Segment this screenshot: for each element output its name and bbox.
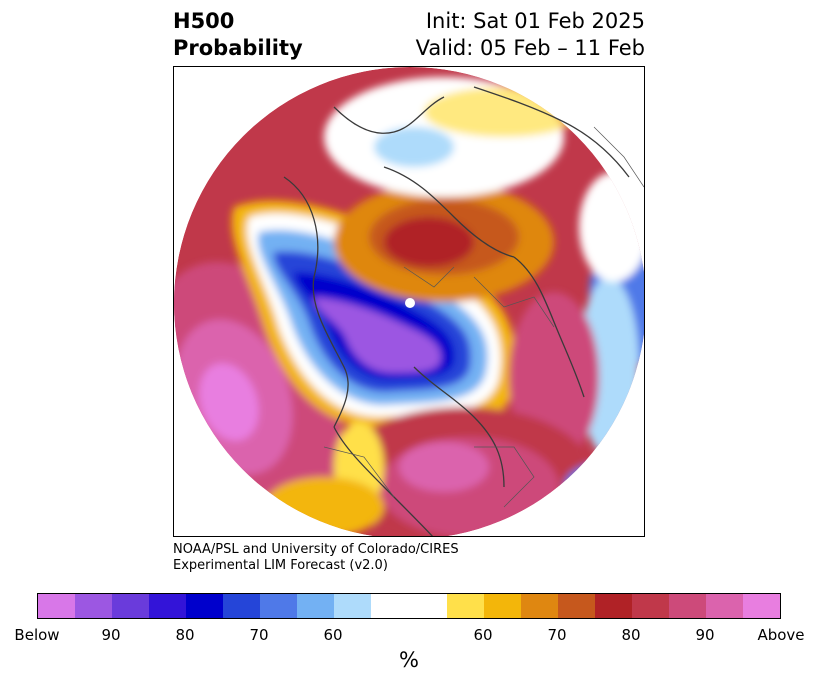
colorbar-segment <box>297 594 334 618</box>
north-lightblue <box>374 127 454 167</box>
colorbar-segment <box>334 594 371 618</box>
title-right: Init: Sat 01 Feb 2025 Valid: 05 Feb – 11… <box>416 8 645 62</box>
credit-line-2: Experimental LIM Forecast (v2.0) <box>173 558 388 573</box>
colorbar-ticks: Below 90 80 70 60 60 70 80 90 Above <box>0 626 819 646</box>
colorbar-tick-label: 60 <box>473 626 493 644</box>
title-metric: Probability <box>173 36 303 60</box>
north-yellow <box>424 87 584 137</box>
colorbar-segment <box>669 594 706 618</box>
colorbar-tick-label: 90 <box>695 626 715 644</box>
coastlines <box>283 86 630 536</box>
colorbar-segment <box>632 594 669 618</box>
colorbar-tick-label: Above <box>757 626 805 644</box>
trough-purple <box>314 297 441 373</box>
colorbar-segment <box>447 594 484 618</box>
colorbar-segment <box>112 594 149 618</box>
colorbar-segment <box>743 594 780 618</box>
colorbar-segment <box>371 594 447 618</box>
colorbar-segment <box>558 594 595 618</box>
se-blue <box>564 462 644 512</box>
colorbar-tick-label: 80 <box>621 626 641 644</box>
colorbar-tick-label: 70 <box>547 626 567 644</box>
colorbar-segment <box>260 594 297 618</box>
pacific-high-core <box>199 363 259 441</box>
probability-map <box>174 67 644 536</box>
colorbar-segment <box>521 594 558 618</box>
colorbar-tick-label: Below <box>14 626 60 644</box>
arctic-ridge-core <box>384 217 474 267</box>
colorbar-tick-label: 90 <box>101 626 121 644</box>
colorbar-segment <box>706 594 743 618</box>
colorbar-segment <box>38 594 75 618</box>
colorbar-segment <box>595 594 632 618</box>
credit-line-1: NOAA/PSL and University of Colorado/CIRE… <box>173 542 459 557</box>
colorbar-segment <box>484 594 521 618</box>
init-date: Init: Sat 01 Feb 2025 <box>425 9 645 33</box>
pole-marker <box>405 298 415 308</box>
sw-orange <box>264 477 384 536</box>
colorbar-tick-label: 60 <box>323 626 343 644</box>
colorbar-segment <box>223 594 260 618</box>
title-variable: H500 <box>173 9 235 33</box>
borders <box>323 126 644 508</box>
colorbar <box>37 593 781 619</box>
title-left: H500 Probability <box>173 8 303 62</box>
na-ridge-core <box>399 442 489 492</box>
colorbar-tick-label: 70 <box>249 626 269 644</box>
valid-range: Valid: 05 Feb – 11 Feb <box>415 36 645 60</box>
credit-text: NOAA/PSL and University of Colorado/CIRE… <box>173 542 459 574</box>
colorbar-segment <box>186 594 223 618</box>
colorbar-tick-label: 80 <box>175 626 195 644</box>
colorbar-segment <box>149 594 186 618</box>
map-panel <box>173 66 645 537</box>
colorbar-segment <box>75 594 112 618</box>
colorbar-unit: % <box>399 648 419 672</box>
